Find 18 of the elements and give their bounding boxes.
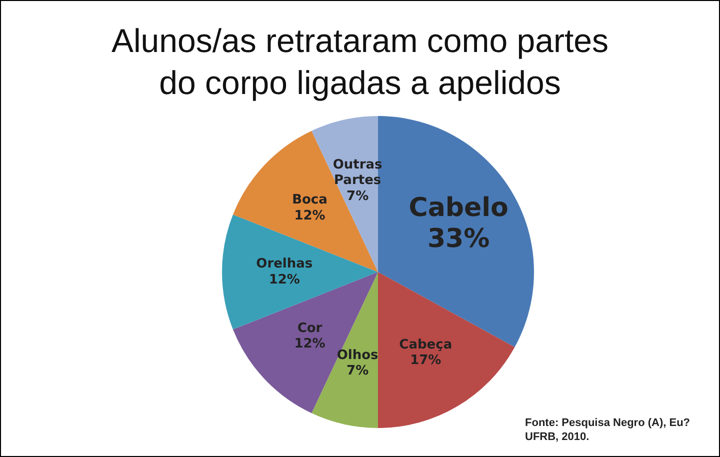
slice-label: Cabelo (408, 192, 508, 223)
data-label: 17% (410, 352, 442, 368)
data-label: 12% (294, 208, 326, 224)
slice-label: Boca (292, 192, 328, 208)
slice-label: Olhos (336, 348, 379, 364)
slice-label: Cor (297, 320, 323, 336)
pie-slice (378, 272, 515, 428)
slice-label: Orelhas (256, 256, 313, 272)
data-label: 7% (346, 188, 369, 204)
pie-slice (232, 272, 378, 414)
data-label: 33% (427, 224, 490, 254)
slice-label: Cabeça (399, 337, 452, 352)
source-note: Fonte: Pesquisa Negro (A), Eu? UFRB, 2010. (525, 417, 690, 443)
data-label: 7% (346, 364, 369, 379)
slice-label: Outras Partes (332, 158, 383, 188)
data-label: 12% (294, 336, 326, 352)
data-label: 12% (268, 272, 300, 288)
chart-title: Alunos/as retrataram como partes do corpo ligadas a apelidos (111, 22, 609, 101)
